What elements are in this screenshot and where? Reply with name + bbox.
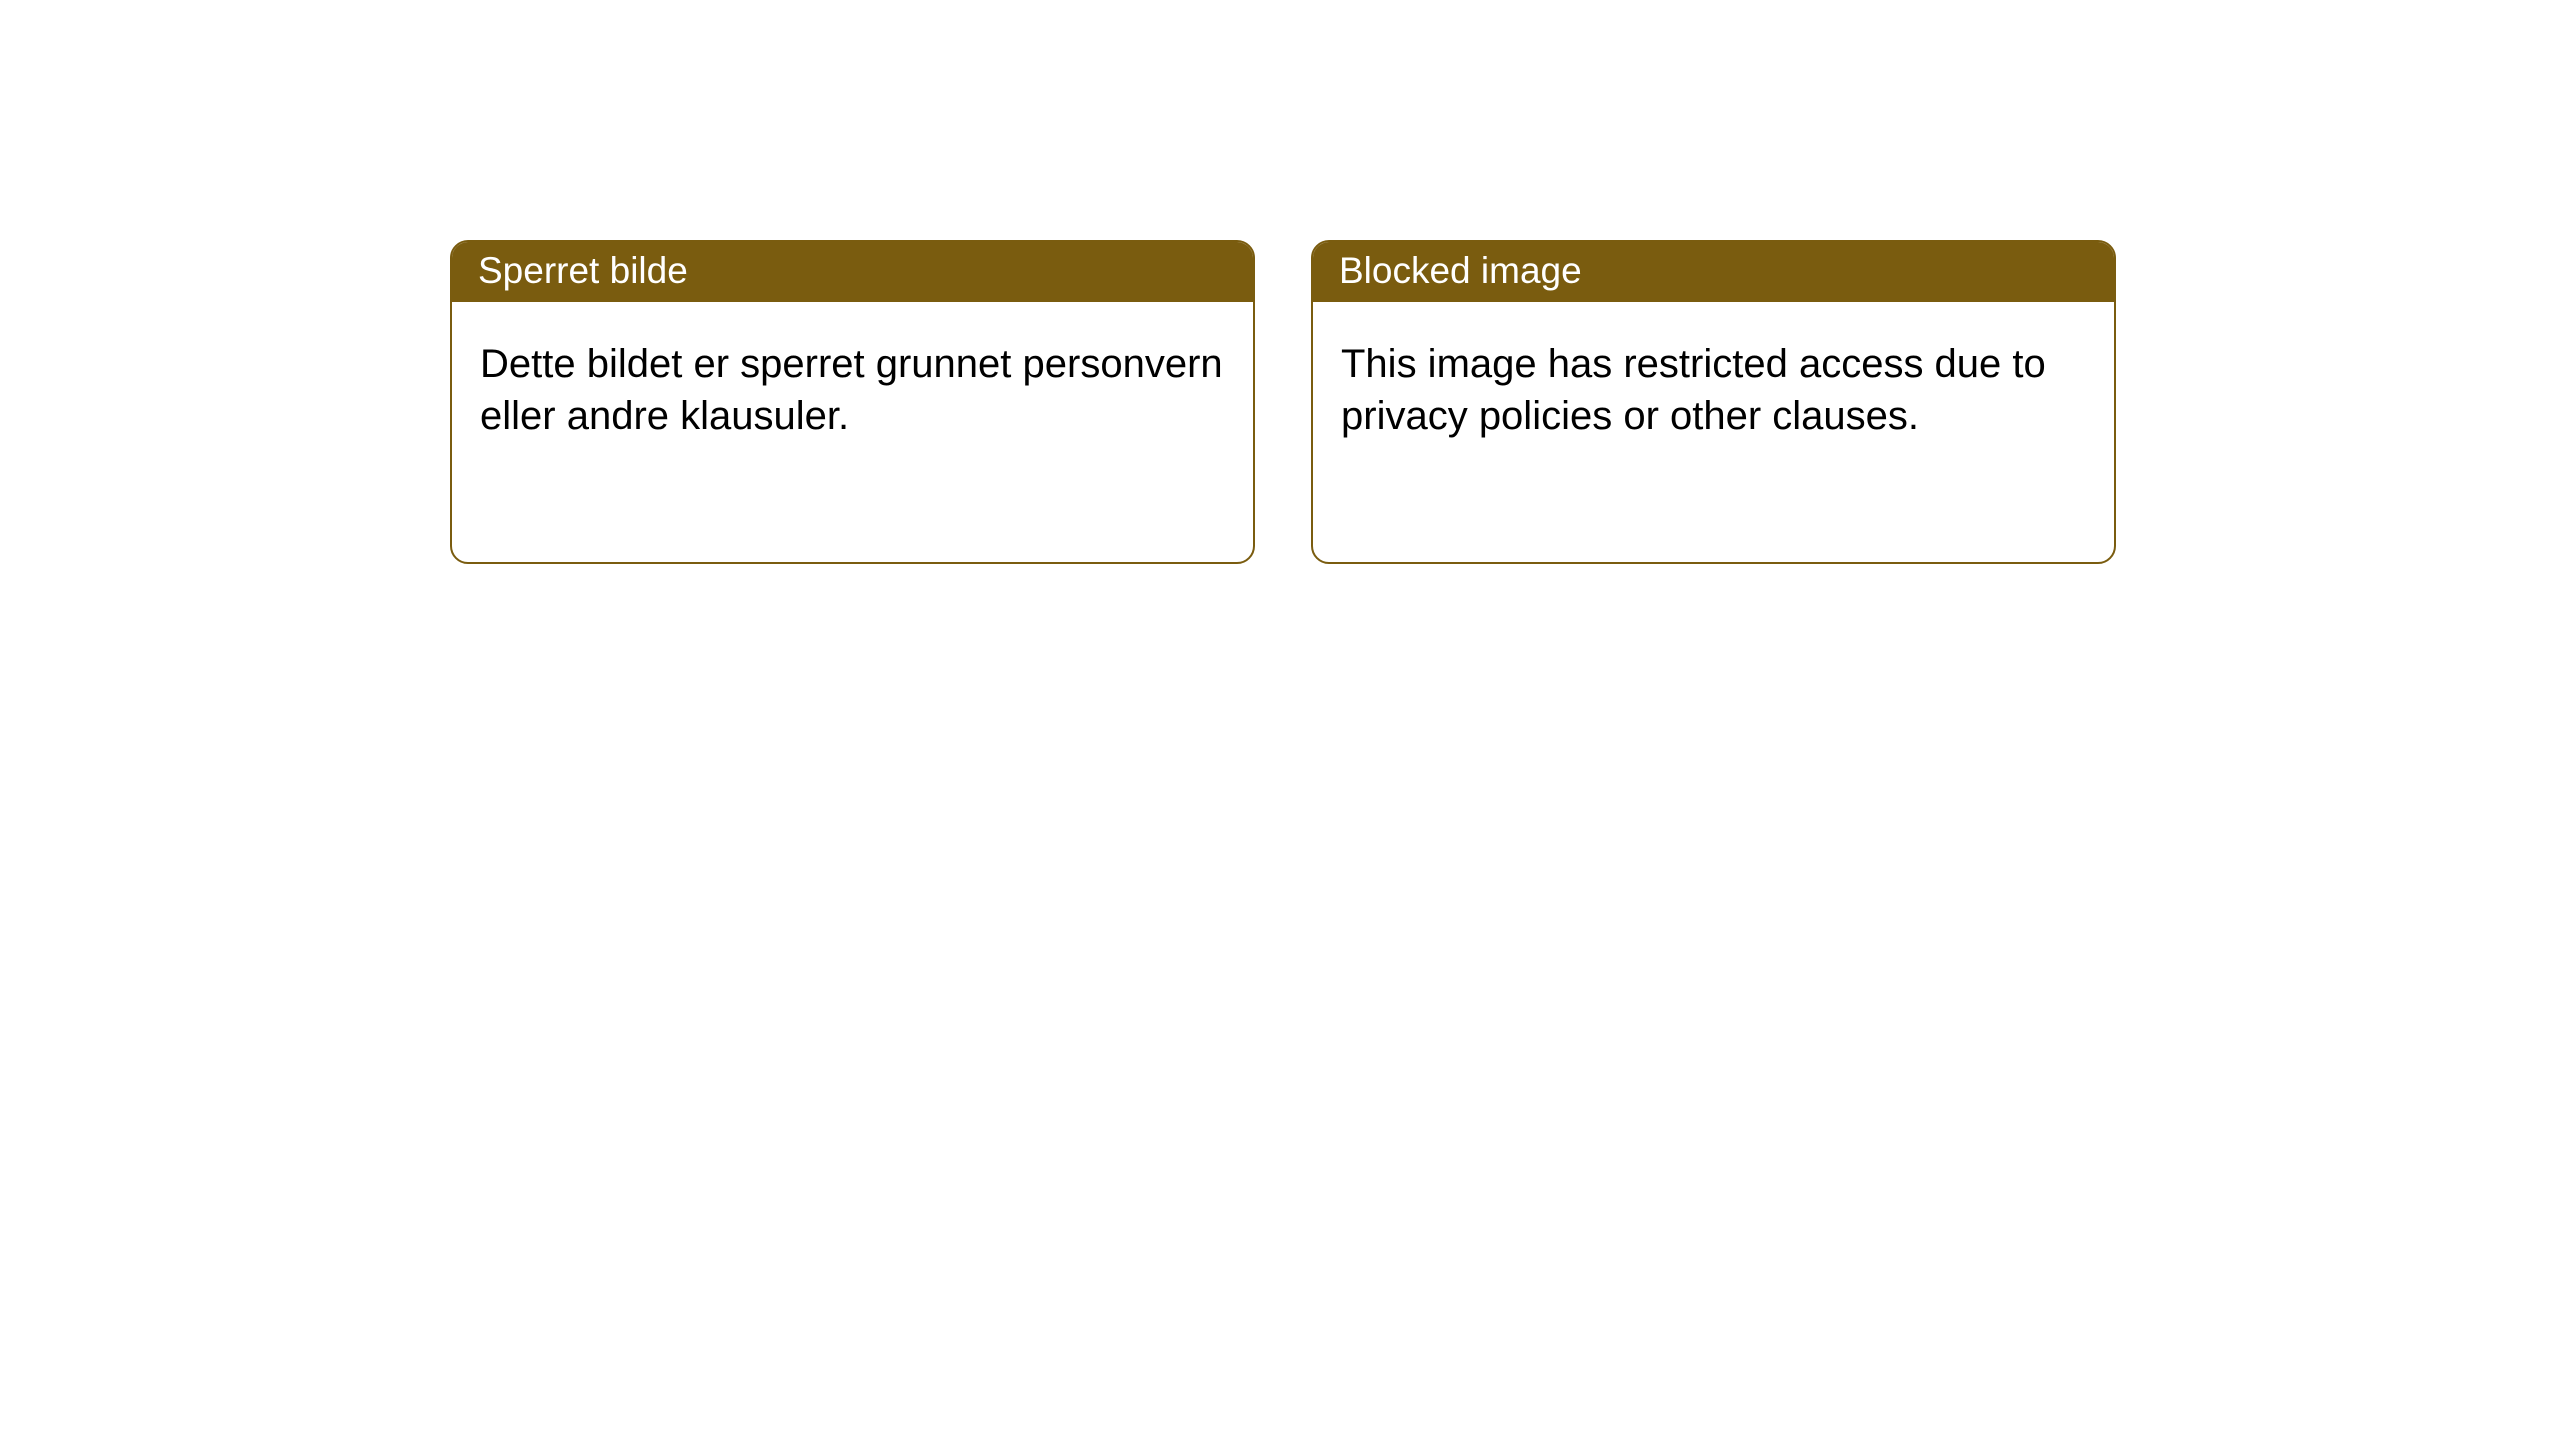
notice-body: This image has restricted access due to …: [1313, 302, 2114, 562]
notices-container: Sperret bilde Dette bildet er sperret gr…: [0, 0, 2560, 564]
notice-body: Dette bildet er sperret grunnet personve…: [452, 302, 1253, 562]
notice-box-norwegian: Sperret bilde Dette bildet er sperret gr…: [450, 240, 1255, 564]
notice-box-english: Blocked image This image has restricted …: [1311, 240, 2116, 564]
notice-header: Blocked image: [1313, 242, 2114, 302]
notice-header: Sperret bilde: [452, 242, 1253, 302]
